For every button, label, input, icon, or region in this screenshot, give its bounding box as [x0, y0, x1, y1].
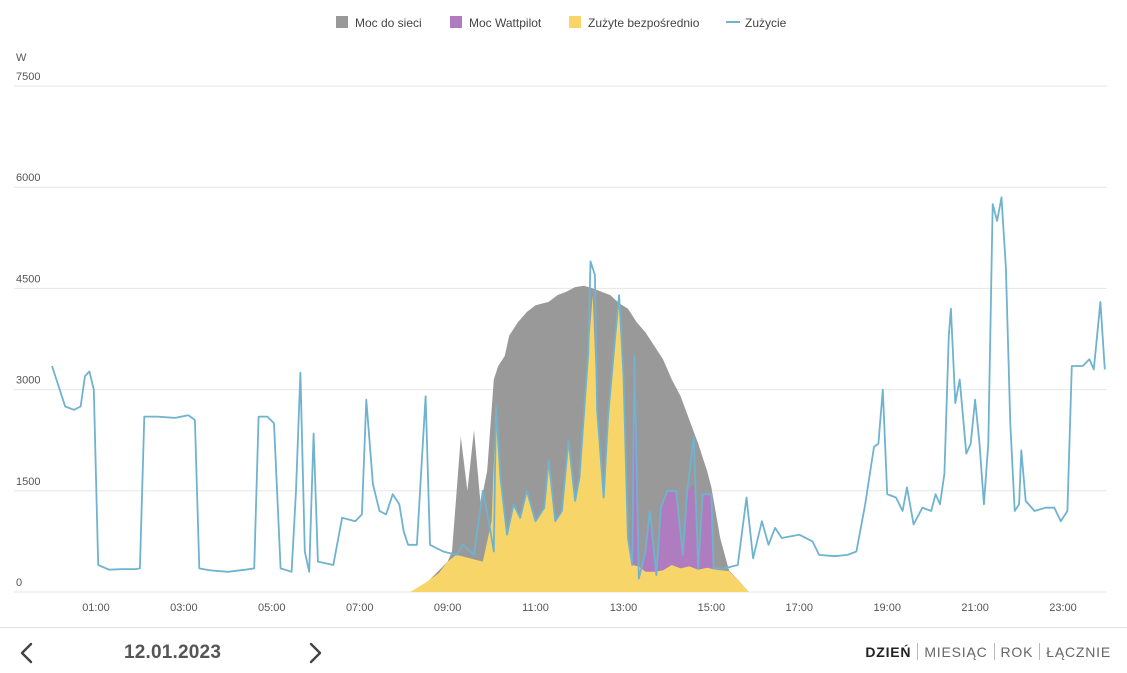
legend-label[interactable]: Moc Wattpilot	[469, 16, 542, 30]
legend-swatch[interactable]	[450, 16, 462, 28]
x-tick-label: 09:00	[434, 602, 462, 614]
y-tick-label: 3000	[16, 375, 40, 387]
tab-separator	[1039, 643, 1041, 660]
y-tick-label: 4500	[16, 273, 40, 285]
area-wattpilot	[630, 355, 714, 592]
x-tick-label: 03:00	[170, 602, 198, 614]
legend-label[interactable]: Zużycie	[745, 16, 787, 30]
tab-separator	[917, 643, 919, 660]
x-tick-label: 05:00	[258, 602, 286, 614]
tab-year[interactable]: ROK	[1000, 643, 1034, 660]
x-tick-label: 17:00	[786, 602, 814, 614]
x-tick-label: 13:00	[610, 602, 638, 614]
legend-swatch[interactable]	[569, 16, 581, 28]
y-tick-label: 1500	[16, 476, 40, 488]
x-tick-label: 19:00	[873, 602, 901, 614]
tab-day[interactable]: DZIEŃ	[865, 643, 912, 660]
period-tabs: DZIEŃ MIESIĄC ROK ŁĄCZNIE	[859, 643, 1117, 660]
y-tick-label: 6000	[16, 172, 40, 184]
line-consumption	[51, 196, 1106, 580]
chart-svg: 0 1500 3000 4500 6000 7500 W 01:00 03:00 05:00 07:…	[14, 16, 1107, 614]
previous-day-arrow-icon[interactable]	[12, 638, 42, 668]
x-tick-label: 07:00	[346, 602, 374, 614]
tab-separator	[993, 643, 995, 660]
legend-label[interactable]: Zużyte bezpośrednio	[588, 16, 700, 30]
x-tick-label: 01:00	[82, 602, 110, 614]
legend-swatch[interactable]	[336, 16, 348, 28]
y-unit-label: W	[16, 52, 27, 64]
next-day-arrow-icon[interactable]	[300, 638, 330, 668]
selected-date[interactable]: 12.01.2023	[124, 642, 222, 663]
y-tick-label: 0	[16, 577, 22, 589]
x-tick-label: 15:00	[698, 602, 726, 614]
x-tick-label: 11:00	[522, 602, 549, 614]
energy-chart: 0 1500 3000 4500 6000 7500 W 01:00 03:00 05:00 07:…	[14, 16, 1107, 614]
legend-label[interactable]: Moc do sieci	[355, 16, 422, 30]
y-tick-label: 7500	[16, 71, 40, 83]
tab-month[interactable]: MIESIĄC	[924, 643, 988, 660]
date-navigation-bar: 12.01.2023 DZIEŃ MIESIĄC ROK ŁĄCZNIE	[0, 627, 1127, 672]
tab-total[interactable]: ŁĄCZNIE	[1046, 643, 1111, 660]
x-tick-label: 23:00	[1049, 602, 1077, 614]
x-tick-label: 21:00	[961, 602, 989, 614]
